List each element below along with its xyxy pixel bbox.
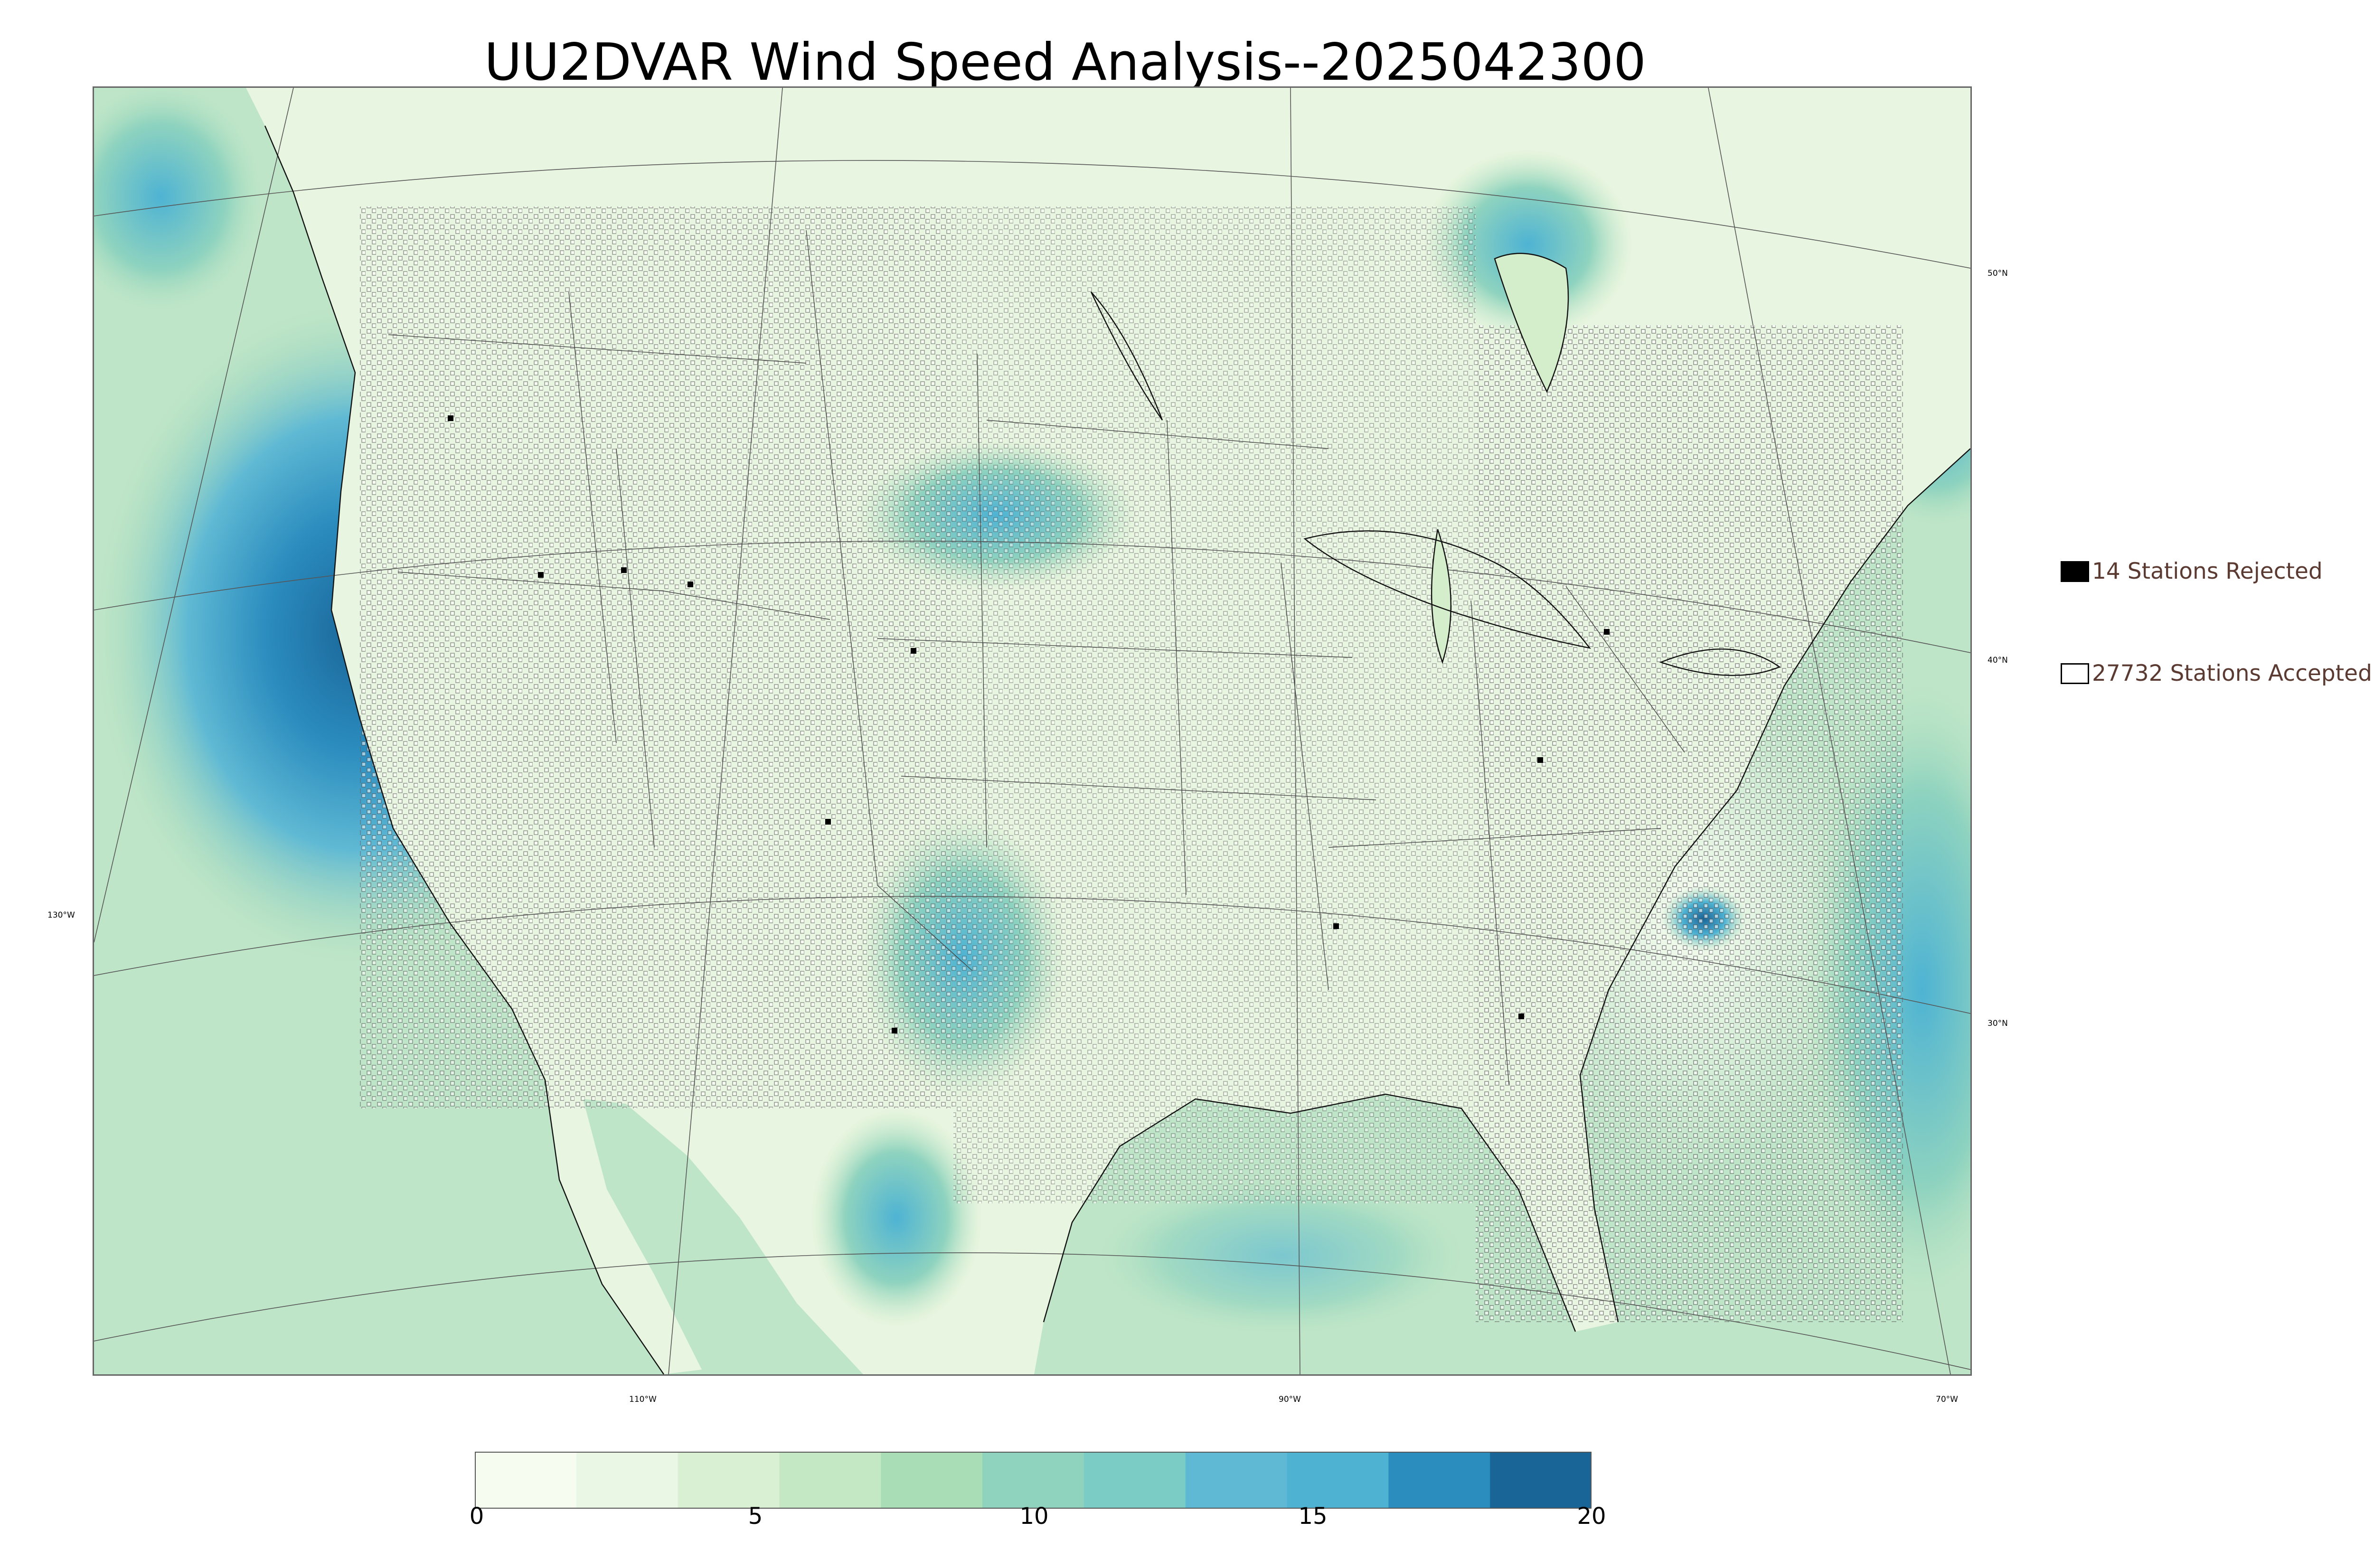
colorbar-tick-5: 5 [748,1503,763,1530]
accepted-swatch [2061,663,2089,684]
colorbar-border [475,1452,1592,1509]
colorbar-tick-20: 20 [1577,1503,1606,1530]
colorbar-segment [881,1452,983,1509]
colorbar-segment [1490,1452,1592,1509]
rejected-swatch [2061,561,2089,582]
map-panel[interactable] [93,86,1972,1376]
colorbar-segment [982,1452,1084,1509]
station-markers-east [1476,325,1903,1322]
wind-speed-colorbar [475,1452,1592,1509]
lon-label-110w: 110°W [629,1395,657,1404]
colorbar-tick-10: 10 [1019,1503,1049,1530]
colorbar-segment [1083,1452,1186,1509]
lon-line-130 [94,88,294,943]
lon-line-90 [1290,88,1300,1374]
mexico-plateau-wind [811,1108,982,1327]
lat-label-50n: 50°N [1988,269,2008,278]
lon-label-70w: 70°W [1936,1395,1958,1404]
rejected-station-markers [448,415,1610,1033]
colorbar-segment [779,1452,882,1509]
lon-line-110 [668,88,783,1374]
lat-line-40 [94,541,1970,653]
lon-line-70 [1708,88,1951,1374]
lat-label-40n: 40°N [1988,656,2008,665]
colorbar-segment [678,1452,780,1509]
state-borders [388,230,1685,1085]
coastlines [264,125,1970,1374]
rejected-count-label: 14 Stations Rejected [2092,558,2323,584]
station-markers-west [360,207,953,1108]
legend-accepted: 27732 Stations Accepted [2061,662,2372,685]
accepted-count-label: 27732 Stations Accepted [2092,660,2372,686]
colorbar-tick-15: 15 [1298,1503,1328,1530]
lat-line-50 [94,160,1970,269]
gulf-wind [1082,1170,1480,1341]
colorbar-segment [576,1452,678,1509]
colorbar-tick-0: 0 [469,1503,484,1530]
colorbar-segment [1287,1452,1389,1509]
colorbar-segment [475,1452,577,1509]
legend-rejected: 14 Stations Rejected [2061,560,2323,582]
lon-label-130w: 130°W [47,911,75,920]
lat-line-20 [94,1252,1970,1370]
lat-label-30n: 30°N [1988,1019,2008,1028]
map-title: UU2DVAR Wind Speed Analysis--2025042300 [484,33,1646,92]
lon-label-90w: 90°W [1279,1395,1301,1404]
station-markers-central [953,207,1476,1203]
wind-speed-map[interactable] [94,88,1970,1374]
colorbar-segment [1388,1452,1491,1509]
colorbar-segment [1185,1452,1288,1509]
lat-line-30 [94,896,1970,1014]
graticule [94,88,1970,1374]
